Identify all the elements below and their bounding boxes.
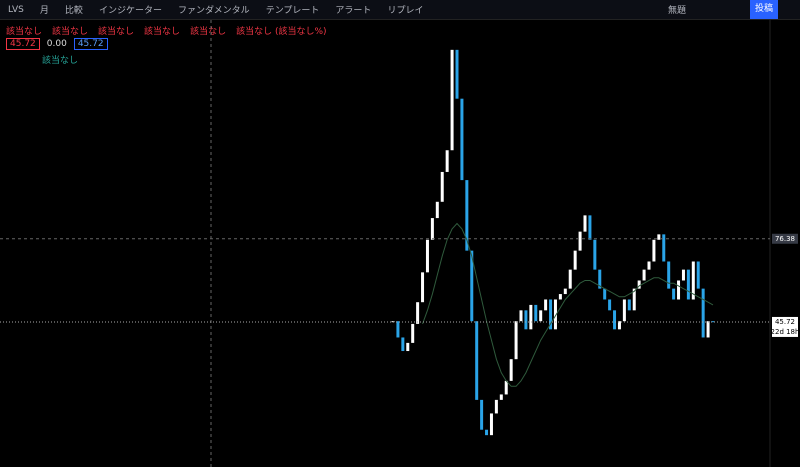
candle	[711, 321, 715, 323]
candle	[578, 231, 582, 251]
tool[interactable]: インジケーター	[98, 6, 162, 16]
legend-item: 該当なし (該当なし%)	[236, 27, 327, 37]
candle	[588, 215, 592, 240]
candle	[489, 413, 493, 436]
candle	[681, 269, 685, 281]
legend-item: 該当なし	[98, 27, 135, 37]
toolbar: LVS 月 比較 インジケーター ファンダメンタル テンプレート アラート リプ…	[0, 0, 800, 20]
symbol[interactable]: LVS	[8, 4, 24, 15]
candle	[465, 180, 469, 251]
candle	[622, 299, 626, 322]
candle	[549, 299, 553, 330]
candle	[460, 98, 464, 181]
study-legend: 該当なし	[42, 56, 79, 66]
legend: 該当なし 該当なし 該当なし 該当なし 該当なし 該当なし (該当なし%)	[6, 24, 337, 37]
candle	[667, 261, 671, 289]
candle	[632, 288, 636, 311]
spread: 0.00	[46, 39, 67, 49]
candle	[485, 429, 489, 436]
candle	[568, 269, 572, 289]
tool[interactable]: テンプレート	[265, 6, 320, 16]
last-price-bg	[772, 316, 798, 337]
candle	[563, 288, 567, 295]
candle	[455, 49, 459, 99]
candle	[608, 299, 612, 311]
candle	[450, 49, 454, 151]
candle	[519, 310, 523, 322]
candle	[617, 321, 621, 330]
candle	[539, 310, 543, 322]
candle	[435, 201, 439, 219]
candle	[494, 399, 498, 414]
candle	[637, 280, 641, 289]
crosshair-label-bg	[772, 233, 798, 244]
crosshair-label: 76.38	[775, 235, 795, 243]
candle	[696, 261, 700, 289]
candle	[558, 294, 562, 300]
interval[interactable]: 月	[39, 6, 49, 16]
candle	[445, 150, 449, 172]
candle	[677, 280, 681, 300]
candle	[662, 234, 666, 262]
candle	[529, 304, 533, 330]
candle	[598, 269, 602, 289]
legend-item: 該当なし	[6, 27, 43, 37]
quote: 45.72 0.00 45.72	[6, 38, 112, 50]
candle	[686, 269, 690, 300]
candle	[573, 250, 577, 270]
tool[interactable]: ファンダメンタル	[177, 6, 250, 16]
candle	[534, 304, 538, 322]
candle	[416, 302, 420, 324]
candle	[627, 299, 631, 311]
candle	[406, 342, 410, 352]
candle	[421, 272, 425, 303]
candle	[691, 261, 695, 300]
candle	[613, 310, 617, 330]
candle	[657, 234, 661, 240]
candle	[440, 171, 444, 202]
candle	[593, 239, 597, 270]
candle	[499, 394, 503, 400]
candle	[475, 321, 479, 400]
legend-item: 該当なし	[190, 27, 227, 37]
candle	[480, 399, 484, 430]
candle	[603, 288, 607, 300]
candle	[504, 380, 508, 395]
candle	[396, 321, 400, 338]
layout-name[interactable]: 無題	[668, 6, 687, 16]
candle	[401, 337, 405, 352]
publish-button[interactable]: 投稿	[750, 0, 778, 19]
candle	[411, 323, 415, 343]
candle	[430, 218, 434, 240]
moving-average	[422, 222, 714, 387]
candle	[425, 239, 429, 273]
candle	[509, 359, 513, 381]
countdown-label: 22d 18h	[771, 328, 800, 336]
candle	[470, 250, 474, 322]
candle	[583, 215, 587, 232]
last-price-label: 45.72	[775, 318, 795, 326]
tool[interactable]: アラート	[335, 6, 372, 16]
tool[interactable]: 比較	[64, 6, 83, 16]
tool[interactable]: リプレイ	[387, 6, 424, 16]
candle	[706, 321, 710, 338]
candle	[544, 299, 548, 311]
candle	[524, 310, 528, 330]
candle	[647, 261, 651, 270]
legend-item: 該当なし	[52, 27, 89, 37]
candle	[642, 269, 646, 281]
candle	[553, 299, 557, 330]
candle	[701, 288, 705, 338]
ask: 45.72	[73, 38, 108, 50]
candle	[652, 239, 656, 262]
candle	[672, 288, 676, 300]
candle	[514, 321, 518, 360]
bid: 45.72	[6, 38, 40, 50]
legend-item: 該当なし	[144, 27, 181, 37]
